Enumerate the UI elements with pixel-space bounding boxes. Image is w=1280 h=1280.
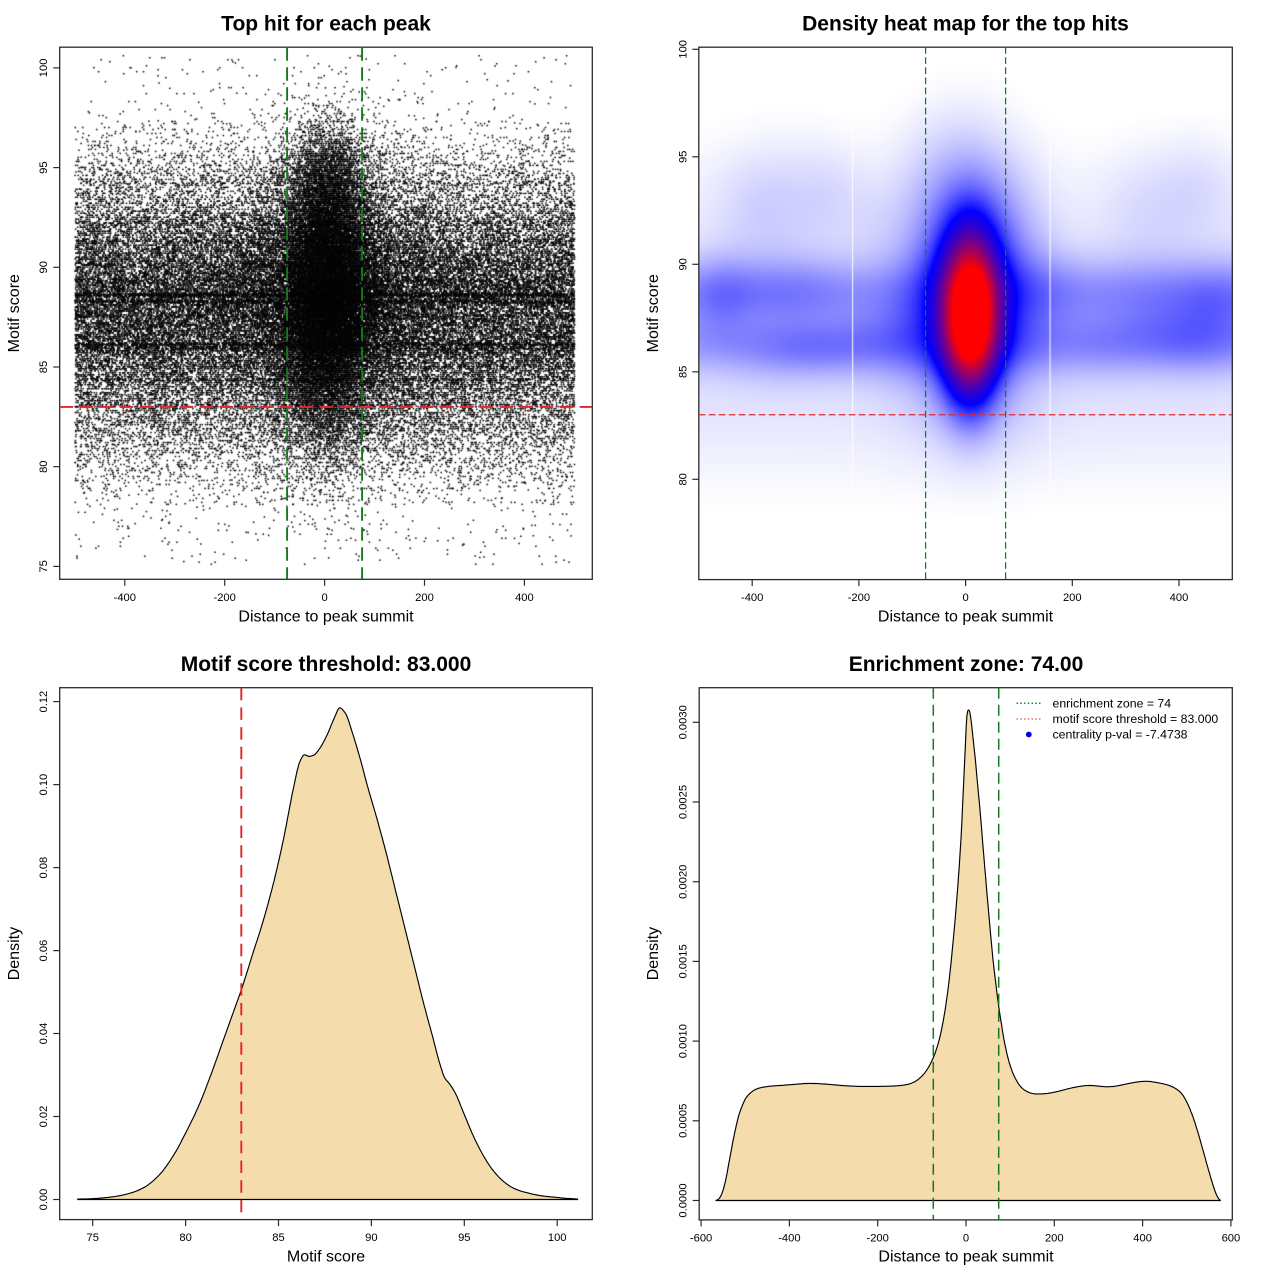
svg-text:Motif score: Motif score <box>6 274 23 352</box>
svg-text:0: 0 <box>321 592 327 604</box>
svg-text:85: 85 <box>677 366 689 378</box>
svg-text:400: 400 <box>515 592 534 604</box>
svg-text:0.04: 0.04 <box>38 1023 50 1045</box>
svg-text:-400: -400 <box>778 1232 800 1244</box>
svg-text:200: 200 <box>1063 592 1082 604</box>
svg-text:85: 85 <box>272 1232 284 1244</box>
svg-text:-200: -200 <box>866 1232 888 1244</box>
svg-text:0.0005: 0.0005 <box>678 1104 690 1138</box>
svg-text:0.0015: 0.0015 <box>678 944 690 978</box>
svg-text:600: 600 <box>1222 1232 1241 1244</box>
svg-text:0: 0 <box>962 592 968 604</box>
svg-text:200: 200 <box>1045 1232 1064 1244</box>
svg-text:0.00: 0.00 <box>38 1189 50 1211</box>
svg-text:80: 80 <box>38 460 50 472</box>
svg-text:75: 75 <box>38 560 50 572</box>
svg-text:0.0020: 0.0020 <box>678 865 690 899</box>
svg-text:-600: -600 <box>690 1232 712 1244</box>
svg-text:95: 95 <box>38 161 50 173</box>
svg-text:400: 400 <box>1170 592 1189 604</box>
svg-text:0.02: 0.02 <box>38 1106 50 1128</box>
svg-text:90: 90 <box>365 1232 377 1244</box>
svg-text:Density: Density <box>6 927 23 980</box>
svg-text:centrality p-val = -7.4738: centrality p-val = -7.4738 <box>1053 728 1188 742</box>
svg-text:0: 0 <box>963 1232 969 1244</box>
svg-text:100: 100 <box>38 59 50 78</box>
svg-text:0.06: 0.06 <box>38 940 50 962</box>
svg-text:0.12: 0.12 <box>38 691 50 713</box>
svg-text:Motif score: Motif score <box>287 1249 365 1266</box>
svg-text:400: 400 <box>1133 1232 1152 1244</box>
svg-text:Motif score threshold: 83.000: Motif score threshold: 83.000 <box>181 653 472 676</box>
svg-text:Distance to peak summit: Distance to peak summit <box>238 609 414 626</box>
svg-text:80: 80 <box>677 473 689 485</box>
svg-text:0.0010: 0.0010 <box>678 1024 690 1058</box>
svg-text:Density heat map for the top h: Density heat map for the top hits <box>802 13 1129 36</box>
svg-text:Top hit for each peak: Top hit for each peak <box>221 13 431 36</box>
svg-text:200: 200 <box>415 592 434 604</box>
svg-text:enrichment zone = 74: enrichment zone = 74 <box>1053 697 1172 711</box>
svg-text:0.10: 0.10 <box>38 774 50 796</box>
svg-text:Enrichment zone: 74.00: Enrichment zone: 74.00 <box>849 653 1084 676</box>
svg-text:-400: -400 <box>741 592 763 604</box>
svg-text:Distance to peak summit: Distance to peak summit <box>878 1249 1054 1266</box>
svg-text:95: 95 <box>677 151 689 163</box>
svg-text:-200: -200 <box>848 592 870 604</box>
svg-text:0.0025: 0.0025 <box>678 785 690 819</box>
svg-text:0.08: 0.08 <box>38 857 50 879</box>
svg-text:75: 75 <box>86 1232 98 1244</box>
svg-text:0.0030: 0.0030 <box>678 705 690 739</box>
svg-text:90: 90 <box>677 258 689 270</box>
svg-text:-200: -200 <box>213 592 235 604</box>
svg-text:80: 80 <box>179 1232 191 1244</box>
svg-text:Distance to peak summit: Distance to peak summit <box>878 609 1054 626</box>
svg-text:100: 100 <box>677 40 689 59</box>
svg-text:100: 100 <box>548 1232 567 1244</box>
svg-text:motif score threshold = 83.000: motif score threshold = 83.000 <box>1053 712 1219 726</box>
svg-text:90: 90 <box>38 261 50 273</box>
svg-text:0.0000: 0.0000 <box>678 1183 690 1217</box>
svg-text:Motif score: Motif score <box>645 274 662 352</box>
svg-text:95: 95 <box>458 1232 470 1244</box>
svg-text:85: 85 <box>38 361 50 373</box>
svg-text:-400: -400 <box>114 592 136 604</box>
svg-text:Density: Density <box>645 927 662 980</box>
